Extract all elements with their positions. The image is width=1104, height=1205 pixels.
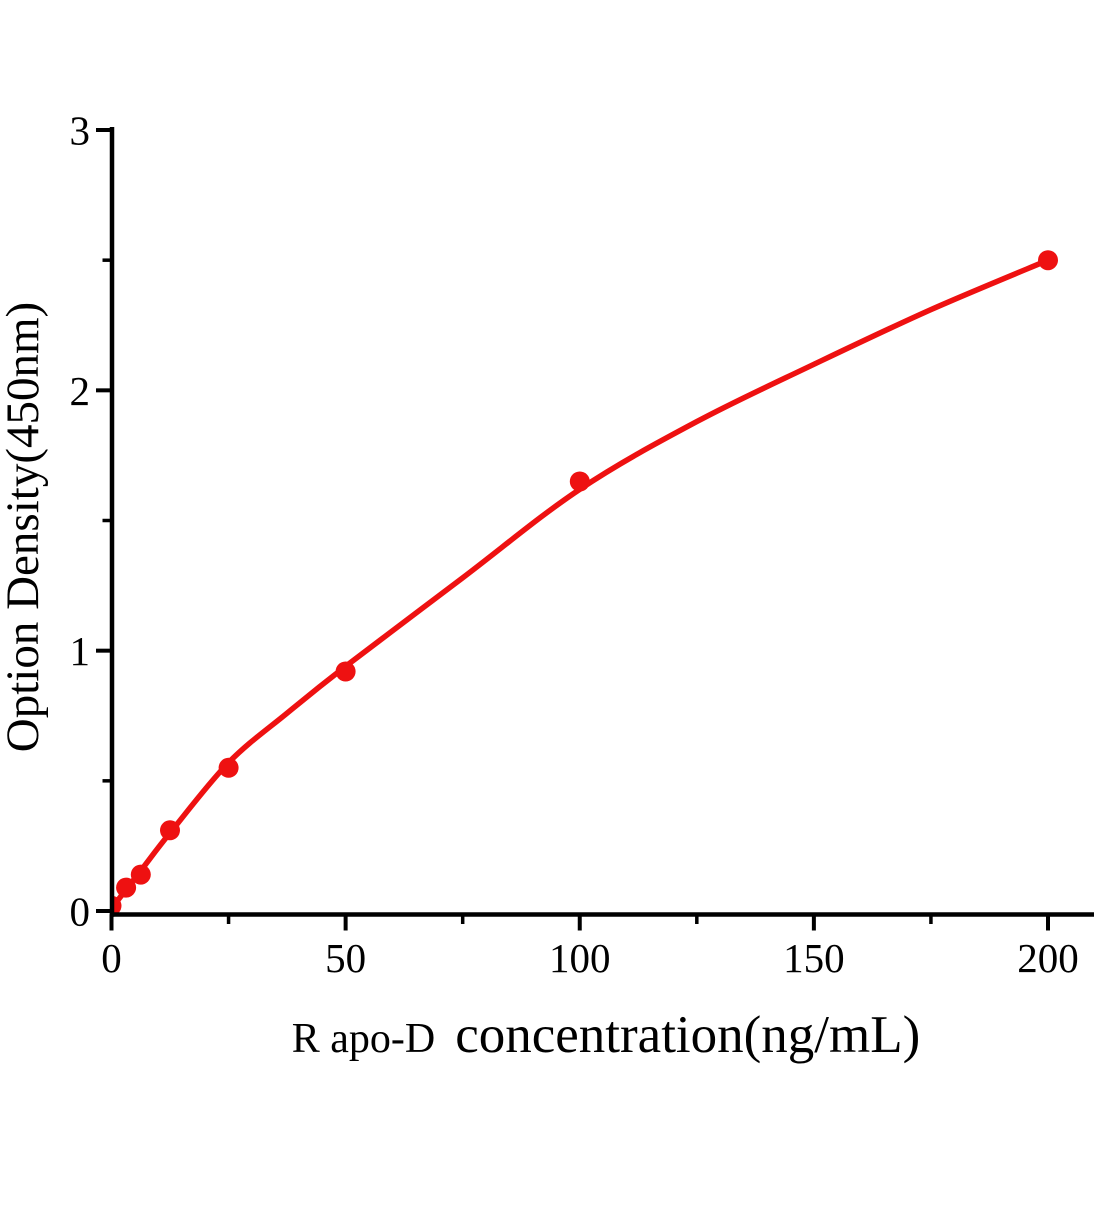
data-point (116, 877, 137, 898)
x-tick-label: 0 (101, 935, 122, 981)
data-point (160, 820, 180, 841)
data-point (218, 757, 239, 778)
data-point (112, 895, 122, 915)
x-axis-title-main: concentration(ng/mL) (455, 1006, 920, 1064)
y-tick-label: 0 (70, 889, 91, 935)
data-point (1038, 250, 1058, 271)
y-tick-label: 3 (70, 108, 91, 154)
y-tick-label: 2 (70, 368, 91, 414)
data-point (335, 661, 356, 682)
data-point (130, 864, 151, 885)
y-tick-label: 1 (70, 628, 91, 674)
x-tick-label: 100 (549, 935, 611, 981)
y-axis-title: Option Density(450nm) (0, 302, 49, 752)
data-point (569, 471, 590, 492)
x-axis-title-prefix: R apo-D (292, 1016, 435, 1062)
axes (96, 127, 1094, 931)
fit-curve (112, 257, 1051, 912)
x-axis-title: R apo-D concentration(ng/mL) (292, 1006, 921, 1064)
x-tick-label: 50 (325, 935, 366, 981)
x-tick-label: 150 (783, 935, 845, 981)
x-tick-label: 200 (1017, 935, 1079, 981)
data-series (112, 250, 1058, 915)
tick-labels: 0 50 100 150 200 0 1 2 3 (70, 108, 1079, 982)
